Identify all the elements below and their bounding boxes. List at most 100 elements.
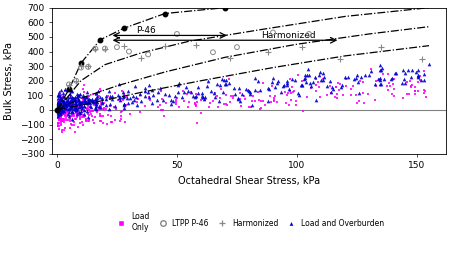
Point bbox=[81, 112, 88, 116]
Point bbox=[55, 105, 62, 109]
Point bbox=[64, 105, 71, 109]
Point bbox=[120, 94, 127, 98]
Point bbox=[62, 105, 69, 109]
Point bbox=[72, 97, 79, 102]
Point bbox=[77, 112, 84, 116]
Point bbox=[154, 105, 161, 109]
Point bbox=[85, 106, 92, 110]
Point bbox=[54, 106, 62, 110]
Point bbox=[107, 120, 114, 124]
Point bbox=[78, 115, 86, 119]
Point bbox=[333, 96, 341, 100]
Point bbox=[194, 100, 201, 104]
Point bbox=[88, 108, 95, 113]
Point bbox=[67, 103, 74, 108]
Point bbox=[81, 109, 89, 113]
Point bbox=[93, 107, 100, 111]
Point bbox=[54, 115, 62, 120]
Point bbox=[62, 101, 69, 105]
Point bbox=[157, 103, 164, 107]
Point bbox=[274, 79, 281, 83]
Point bbox=[112, 118, 119, 122]
Point bbox=[61, 103, 68, 108]
Point bbox=[420, 68, 427, 73]
Point bbox=[286, 89, 293, 93]
Point bbox=[251, 99, 258, 103]
Point bbox=[117, 114, 124, 118]
Point bbox=[378, 45, 385, 49]
Point bbox=[108, 120, 116, 124]
Point bbox=[126, 96, 133, 101]
Point bbox=[94, 107, 102, 112]
Point bbox=[59, 98, 66, 102]
Point bbox=[58, 97, 66, 101]
Point bbox=[198, 91, 205, 95]
Point bbox=[144, 52, 152, 57]
Point bbox=[330, 87, 337, 91]
Point bbox=[134, 100, 141, 105]
Point bbox=[270, 98, 278, 102]
Point bbox=[414, 89, 421, 93]
Point bbox=[84, 108, 91, 113]
Point bbox=[64, 88, 71, 93]
Point bbox=[378, 68, 385, 72]
Point bbox=[57, 111, 64, 116]
Point bbox=[385, 81, 392, 85]
Point bbox=[365, 73, 373, 77]
Point bbox=[245, 105, 252, 109]
Point bbox=[54, 115, 62, 119]
Point bbox=[247, 90, 254, 94]
Point bbox=[259, 80, 266, 85]
Point bbox=[72, 117, 79, 122]
Point bbox=[60, 99, 67, 103]
Point bbox=[99, 101, 106, 105]
Point bbox=[69, 111, 76, 115]
Point bbox=[146, 95, 153, 99]
Point bbox=[72, 110, 80, 115]
Point bbox=[76, 111, 83, 115]
Point bbox=[58, 117, 66, 121]
Point bbox=[337, 57, 344, 61]
Point bbox=[57, 109, 64, 114]
Point bbox=[102, 94, 109, 99]
Point bbox=[56, 101, 63, 105]
Point bbox=[99, 121, 107, 125]
Point bbox=[54, 106, 62, 110]
Point bbox=[73, 112, 80, 117]
Point bbox=[55, 93, 63, 97]
Point bbox=[97, 89, 104, 93]
Point bbox=[68, 117, 76, 121]
Point bbox=[269, 76, 276, 80]
Point bbox=[76, 101, 83, 106]
Point bbox=[76, 101, 83, 105]
Point bbox=[302, 76, 309, 80]
Point bbox=[91, 100, 98, 104]
Point bbox=[141, 94, 149, 98]
Point bbox=[119, 97, 126, 102]
Point bbox=[77, 92, 84, 97]
Point bbox=[86, 105, 93, 109]
Point bbox=[256, 88, 263, 92]
Point bbox=[407, 84, 414, 88]
Point bbox=[70, 105, 77, 109]
Point bbox=[69, 95, 76, 100]
Point bbox=[121, 102, 128, 106]
Point bbox=[56, 99, 63, 104]
Point bbox=[264, 86, 271, 90]
Point bbox=[250, 94, 257, 98]
Point bbox=[64, 95, 72, 99]
Point bbox=[116, 82, 123, 86]
Point bbox=[84, 107, 91, 111]
Point bbox=[158, 108, 166, 112]
Point bbox=[54, 102, 61, 106]
Point bbox=[98, 100, 105, 104]
Point bbox=[59, 119, 66, 123]
Point bbox=[86, 101, 93, 105]
Point bbox=[218, 77, 225, 81]
Point bbox=[372, 79, 379, 83]
Point bbox=[88, 96, 95, 101]
Point bbox=[145, 83, 153, 87]
Point bbox=[63, 103, 70, 108]
Point bbox=[59, 109, 66, 114]
Point bbox=[59, 104, 67, 108]
